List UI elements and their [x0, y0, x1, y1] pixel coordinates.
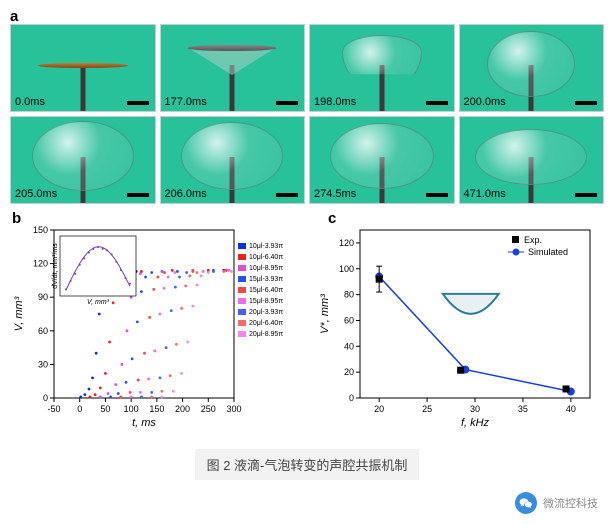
chart-b: b -500501001502002503000306090120150t, m…	[10, 212, 310, 435]
scale-bar	[127, 193, 149, 197]
frame-thumb: 198.0ms	[309, 24, 455, 112]
svg-text:20: 20	[344, 367, 354, 377]
wechat-icon	[515, 492, 537, 514]
svg-text:30: 30	[470, 404, 480, 414]
panel-c-label: c	[328, 210, 336, 227]
svg-text:f, kHz: f, kHz	[461, 417, 490, 429]
timestamp: 206.0ms	[165, 188, 207, 200]
svg-text:120: 120	[33, 259, 48, 269]
svg-text:250: 250	[201, 404, 216, 414]
timestamp: 198.0ms	[314, 96, 356, 108]
footer: 微流控科技	[10, 492, 604, 514]
timestamp: 0.0ms	[15, 96, 45, 108]
scale-bar	[426, 193, 448, 197]
svg-text:0: 0	[349, 393, 354, 403]
panel-a-label: a	[10, 8, 18, 25]
timestamp: 274.5ms	[314, 188, 356, 200]
svg-text:300: 300	[226, 404, 241, 414]
scale-bar	[127, 101, 149, 105]
timestamp: 471.0ms	[464, 188, 506, 200]
frame-thumb: 471.0ms	[459, 116, 605, 204]
frame-thumb: 0.0ms	[10, 24, 156, 112]
svg-text:20μl-3.93π: 20μl-3.93π	[249, 309, 283, 316]
svg-text:V, mm³: V, mm³	[13, 296, 25, 331]
svg-text:15μl-8.95π: 15μl-8.95π	[249, 298, 283, 305]
svg-text:0: 0	[77, 404, 82, 414]
svg-text:20: 20	[374, 404, 384, 414]
svg-text:120: 120	[339, 238, 354, 248]
frame-thumb: 274.5ms	[309, 116, 455, 204]
svg-text:20μl-8.95π: 20μl-8.95π	[249, 331, 283, 338]
footer-text: 微流控科技	[543, 495, 598, 511]
svg-text:150: 150	[149, 404, 164, 414]
svg-text:80: 80	[344, 290, 354, 300]
svg-text:90: 90	[38, 292, 48, 302]
timestamp: 205.0ms	[15, 188, 57, 200]
svg-text:10μl-6.40π: 10μl-6.40π	[249, 254, 283, 261]
svg-text:15μl-3.93π: 15μl-3.93π	[249, 276, 283, 283]
svg-text:60: 60	[344, 315, 354, 325]
svg-text:15μl-6.40π: 15μl-6.40π	[249, 287, 283, 294]
timestamp: 177.0ms	[165, 96, 207, 108]
timestamp: 200.0ms	[464, 96, 506, 108]
svg-text:Simulated: Simulated	[528, 247, 568, 257]
scale-bar	[575, 193, 597, 197]
svg-text:150: 150	[33, 225, 48, 235]
svg-text:10μl-8.95π: 10μl-8.95π	[249, 265, 283, 272]
svg-text:20μl-6.40π: 20μl-6.40π	[249, 320, 283, 327]
frame-thumb: 200.0ms	[459, 24, 605, 112]
svg-text:V*, mm³: V*, mm³	[319, 294, 331, 334]
svg-text:100: 100	[124, 404, 139, 414]
chart-c: c 20 25 30 35 40 0 20 40 60 80 100 120 f, kHz V*, mm³…	[314, 212, 604, 435]
svg-text:30: 30	[38, 359, 48, 369]
svg-text:100: 100	[339, 264, 354, 274]
svg-text:10μl-3.93π: 10μl-3.93π	[249, 243, 283, 250]
svg-text:60: 60	[38, 326, 48, 336]
svg-text:35: 35	[518, 404, 528, 414]
svg-text:40: 40	[344, 341, 354, 351]
svg-text:0: 0	[43, 393, 48, 403]
svg-text:Exp.: Exp.	[524, 235, 542, 245]
scale-bar	[575, 101, 597, 105]
svg-text:t, ms: t, ms	[132, 417, 156, 429]
svg-text:40: 40	[566, 404, 576, 414]
svg-text:25: 25	[422, 404, 432, 414]
scale-bar	[276, 101, 298, 105]
svg-text:V, mm³: V, mm³	[87, 299, 110, 306]
svg-text:-50: -50	[47, 404, 60, 414]
panel-a: 0.0ms 177.0ms 198.0ms 200.0ms 205.0ms 206.0m…	[10, 24, 604, 204]
svg-text:dV/dt, mm³/ms: dV/dt, mm³/ms	[52, 243, 59, 289]
figure-caption: 图 2 液滴-气泡转变的声腔共振机制	[195, 449, 420, 480]
panel-b-label: b	[12, 210, 21, 227]
svg-text:200: 200	[175, 404, 190, 414]
frame-thumb: 205.0ms	[10, 116, 156, 204]
svg-text:50: 50	[100, 404, 110, 414]
scale-bar	[276, 193, 298, 197]
scale-bar	[426, 101, 448, 105]
frame-thumb: 206.0ms	[160, 116, 306, 204]
frame-thumb: 177.0ms	[160, 24, 306, 112]
